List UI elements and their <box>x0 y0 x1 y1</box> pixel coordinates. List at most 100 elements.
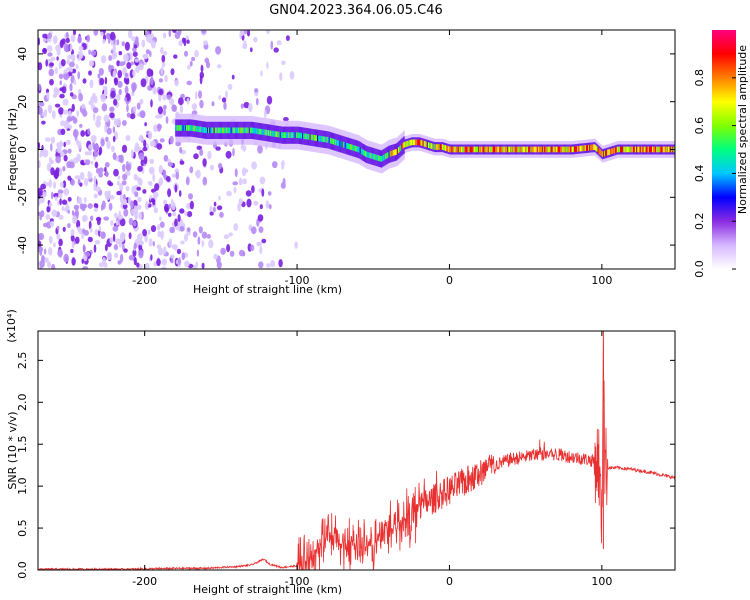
band-core <box>398 147 400 153</box>
noise-blob <box>50 143 53 152</box>
band-core <box>451 146 453 153</box>
noise-blob <box>163 199 168 205</box>
band-core <box>266 129 269 136</box>
noise-blob <box>118 239 123 248</box>
noise-blob <box>238 198 243 205</box>
noise-blob <box>125 78 130 85</box>
noise-blob <box>179 146 183 154</box>
band-core <box>531 146 533 153</box>
band-core <box>179 125 181 131</box>
band-core <box>311 134 314 141</box>
noise-blob <box>136 233 143 241</box>
noise-blob <box>67 209 70 214</box>
band-core <box>470 146 473 153</box>
noise-blob <box>185 176 190 186</box>
band-core <box>374 154 377 160</box>
noise-blob <box>267 191 272 196</box>
band-core <box>506 146 509 153</box>
band-core <box>369 152 371 159</box>
band-core <box>192 125 194 132</box>
noise-blob <box>63 141 66 148</box>
noise-blob <box>43 222 49 228</box>
band-core <box>204 127 206 133</box>
noise-blob <box>60 59 66 67</box>
noise-blob <box>70 229 75 236</box>
band-core <box>540 146 542 153</box>
band-core <box>647 146 650 153</box>
noise-blob <box>67 148 72 154</box>
noise-blob <box>150 76 154 86</box>
band-core <box>373 153 376 160</box>
noise-blob <box>110 90 116 99</box>
noise-blob <box>81 258 85 264</box>
noise-blob <box>81 103 86 109</box>
noise-blob <box>169 227 174 233</box>
noise-blob <box>143 139 147 148</box>
noise-blob <box>72 30 77 36</box>
band-core <box>314 135 317 141</box>
noise-blob <box>232 181 238 186</box>
noise-blob <box>116 93 121 101</box>
band-core <box>300 132 302 139</box>
noise-blob <box>168 203 172 209</box>
noise-blob <box>113 47 116 55</box>
noise-blob <box>134 58 140 63</box>
noise-blob <box>232 148 235 157</box>
band-core <box>533 146 536 153</box>
noise-blob <box>117 214 124 220</box>
noise-blob <box>88 100 94 106</box>
noise-blob <box>104 244 108 252</box>
noise-blob <box>52 35 58 45</box>
band-core <box>298 132 301 139</box>
noise-blob <box>94 229 99 236</box>
noise-blob <box>108 189 111 198</box>
band-core <box>439 144 442 150</box>
band-core <box>366 151 368 158</box>
band-core <box>585 145 588 151</box>
band-core <box>322 136 324 142</box>
band-core <box>583 145 586 151</box>
band-core <box>281 132 284 138</box>
noise-blob <box>63 43 70 53</box>
noise-blob <box>157 106 163 115</box>
noise-blob <box>279 72 283 81</box>
band-core <box>308 134 311 140</box>
noise-blob <box>116 117 122 127</box>
band-core <box>182 125 185 131</box>
band-core <box>636 146 638 153</box>
noise-blob <box>117 260 122 265</box>
band-core <box>436 144 439 150</box>
noise-blob <box>161 258 167 266</box>
noise-blob <box>100 55 107 64</box>
band-core <box>233 127 236 134</box>
noise-blob <box>121 41 125 47</box>
noise-blob <box>216 205 223 211</box>
noise-blob <box>240 30 245 37</box>
band-core <box>488 146 491 153</box>
noise-blob <box>62 109 69 115</box>
band-core <box>549 146 552 153</box>
band-core <box>463 146 465 153</box>
noise-blob <box>195 91 198 100</box>
band-core <box>418 139 420 146</box>
x-axis-label: Height of straight line (km) <box>193 583 342 596</box>
noise-blob <box>133 105 137 113</box>
band-core <box>206 127 208 134</box>
noise-blob <box>58 238 63 247</box>
noise-blob <box>137 196 142 203</box>
noise-blob <box>48 68 55 77</box>
noise-blob <box>204 57 210 64</box>
band-core <box>286 132 288 138</box>
noise-blob <box>220 247 226 255</box>
noise-blob <box>128 232 132 240</box>
noise-blob <box>177 214 181 223</box>
band-core <box>268 130 270 136</box>
noise-blob <box>39 195 45 204</box>
noise-blob <box>145 201 149 208</box>
noise-blob <box>136 102 141 110</box>
noise-blob <box>152 173 156 182</box>
noise-blob <box>213 253 218 260</box>
noise-blob <box>125 135 131 141</box>
band-core <box>562 146 564 153</box>
band-core <box>277 131 280 138</box>
